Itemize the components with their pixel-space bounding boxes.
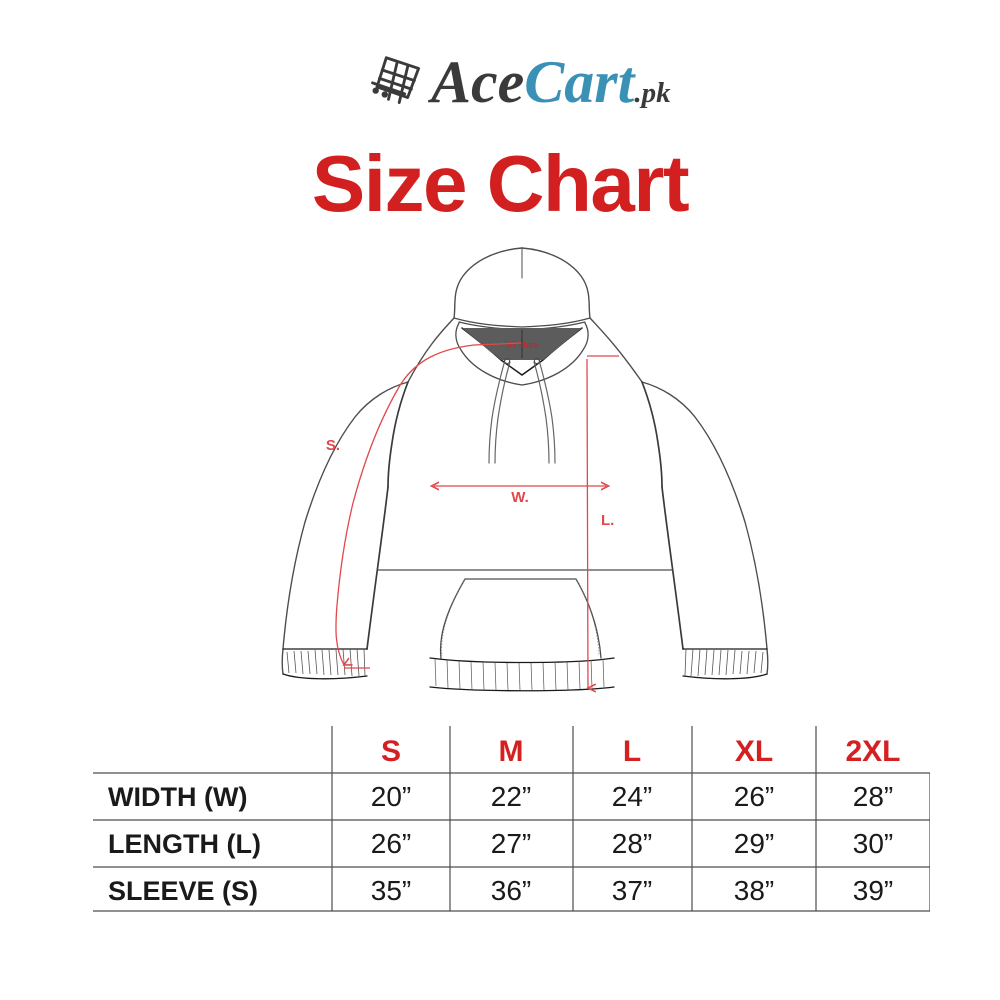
svg-text:26”: 26” bbox=[371, 828, 411, 859]
svg-text:L: L bbox=[623, 735, 641, 768]
svg-text:WIDTH (W): WIDTH (W) bbox=[108, 782, 247, 812]
svg-text:38”: 38” bbox=[734, 875, 774, 906]
svg-text:LENGTH (L): LENGTH (L) bbox=[108, 829, 261, 859]
svg-text:S.: S. bbox=[326, 437, 340, 454]
svg-text:S: S bbox=[381, 735, 401, 768]
svg-text:39”: 39” bbox=[853, 875, 893, 906]
svg-text:28”: 28” bbox=[612, 828, 652, 859]
svg-text:28”: 28” bbox=[853, 781, 893, 812]
svg-text:26”: 26” bbox=[734, 781, 774, 812]
svg-text:22”: 22” bbox=[491, 781, 531, 812]
svg-text:24”: 24” bbox=[612, 781, 652, 812]
svg-text:30”: 30” bbox=[853, 828, 893, 859]
svg-text:XL: XL bbox=[735, 735, 773, 768]
svg-text:27”: 27” bbox=[491, 828, 531, 859]
svg-text:SLEEVE (S): SLEEVE (S) bbox=[108, 876, 258, 906]
svg-text:2XL: 2XL bbox=[845, 735, 900, 768]
svg-text:W.: W. bbox=[511, 489, 529, 506]
svg-text:L.: L. bbox=[601, 512, 614, 529]
svg-text:36”: 36” bbox=[491, 875, 531, 906]
svg-text:M: M bbox=[499, 735, 524, 768]
svg-text:29”: 29” bbox=[734, 828, 774, 859]
svg-text:Wi store: Wi store bbox=[505, 340, 539, 351]
svg-text:20”: 20” bbox=[371, 781, 411, 812]
svg-text:37”: 37” bbox=[612, 875, 652, 906]
svg-text:35”: 35” bbox=[371, 875, 411, 906]
